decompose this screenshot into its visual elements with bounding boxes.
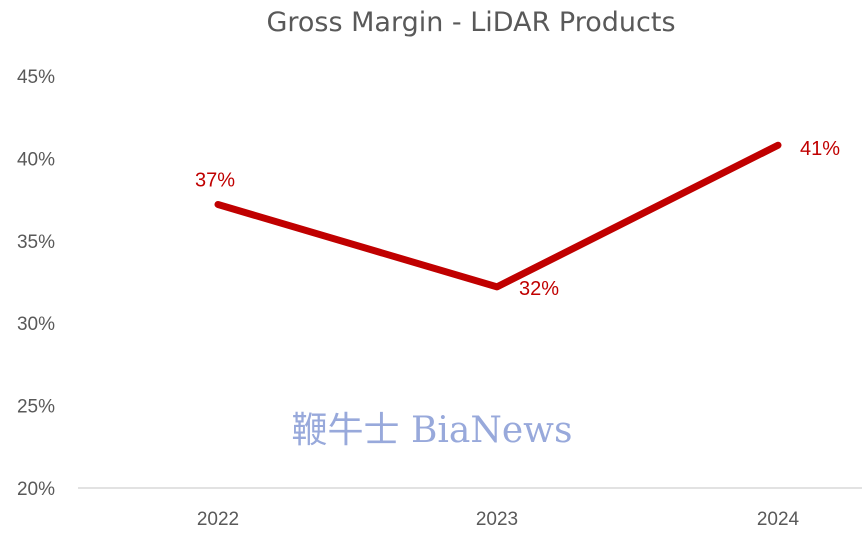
x-tick-label: 2024 xyxy=(757,509,800,530)
data-label: 37% xyxy=(195,170,235,192)
x-tick-label: 2023 xyxy=(476,509,518,530)
x-axis-ticks: 2022 2023 2024 xyxy=(197,509,800,530)
y-tick-label: 40% xyxy=(17,149,55,170)
y-tick-label: 45% xyxy=(17,67,55,88)
series-line xyxy=(214,141,782,291)
watermark: 鞭牛士 BiaNews xyxy=(292,410,573,451)
data-label: 32% xyxy=(519,278,559,300)
chart-title: Gross Margin - LiDAR Products xyxy=(266,7,675,38)
y-tick-label: 30% xyxy=(17,314,55,335)
x-tick-label: 2022 xyxy=(197,509,239,530)
y-tick-label: 20% xyxy=(17,479,55,500)
data-labels: 37% 32% 41% xyxy=(195,138,840,300)
y-tick-label: 35% xyxy=(17,232,55,253)
y-tick-label: 25% xyxy=(17,397,55,418)
data-label: 41% xyxy=(800,138,840,160)
y-axis-ticks: 20% 25% 30% 35% 40% 45% xyxy=(17,67,55,500)
